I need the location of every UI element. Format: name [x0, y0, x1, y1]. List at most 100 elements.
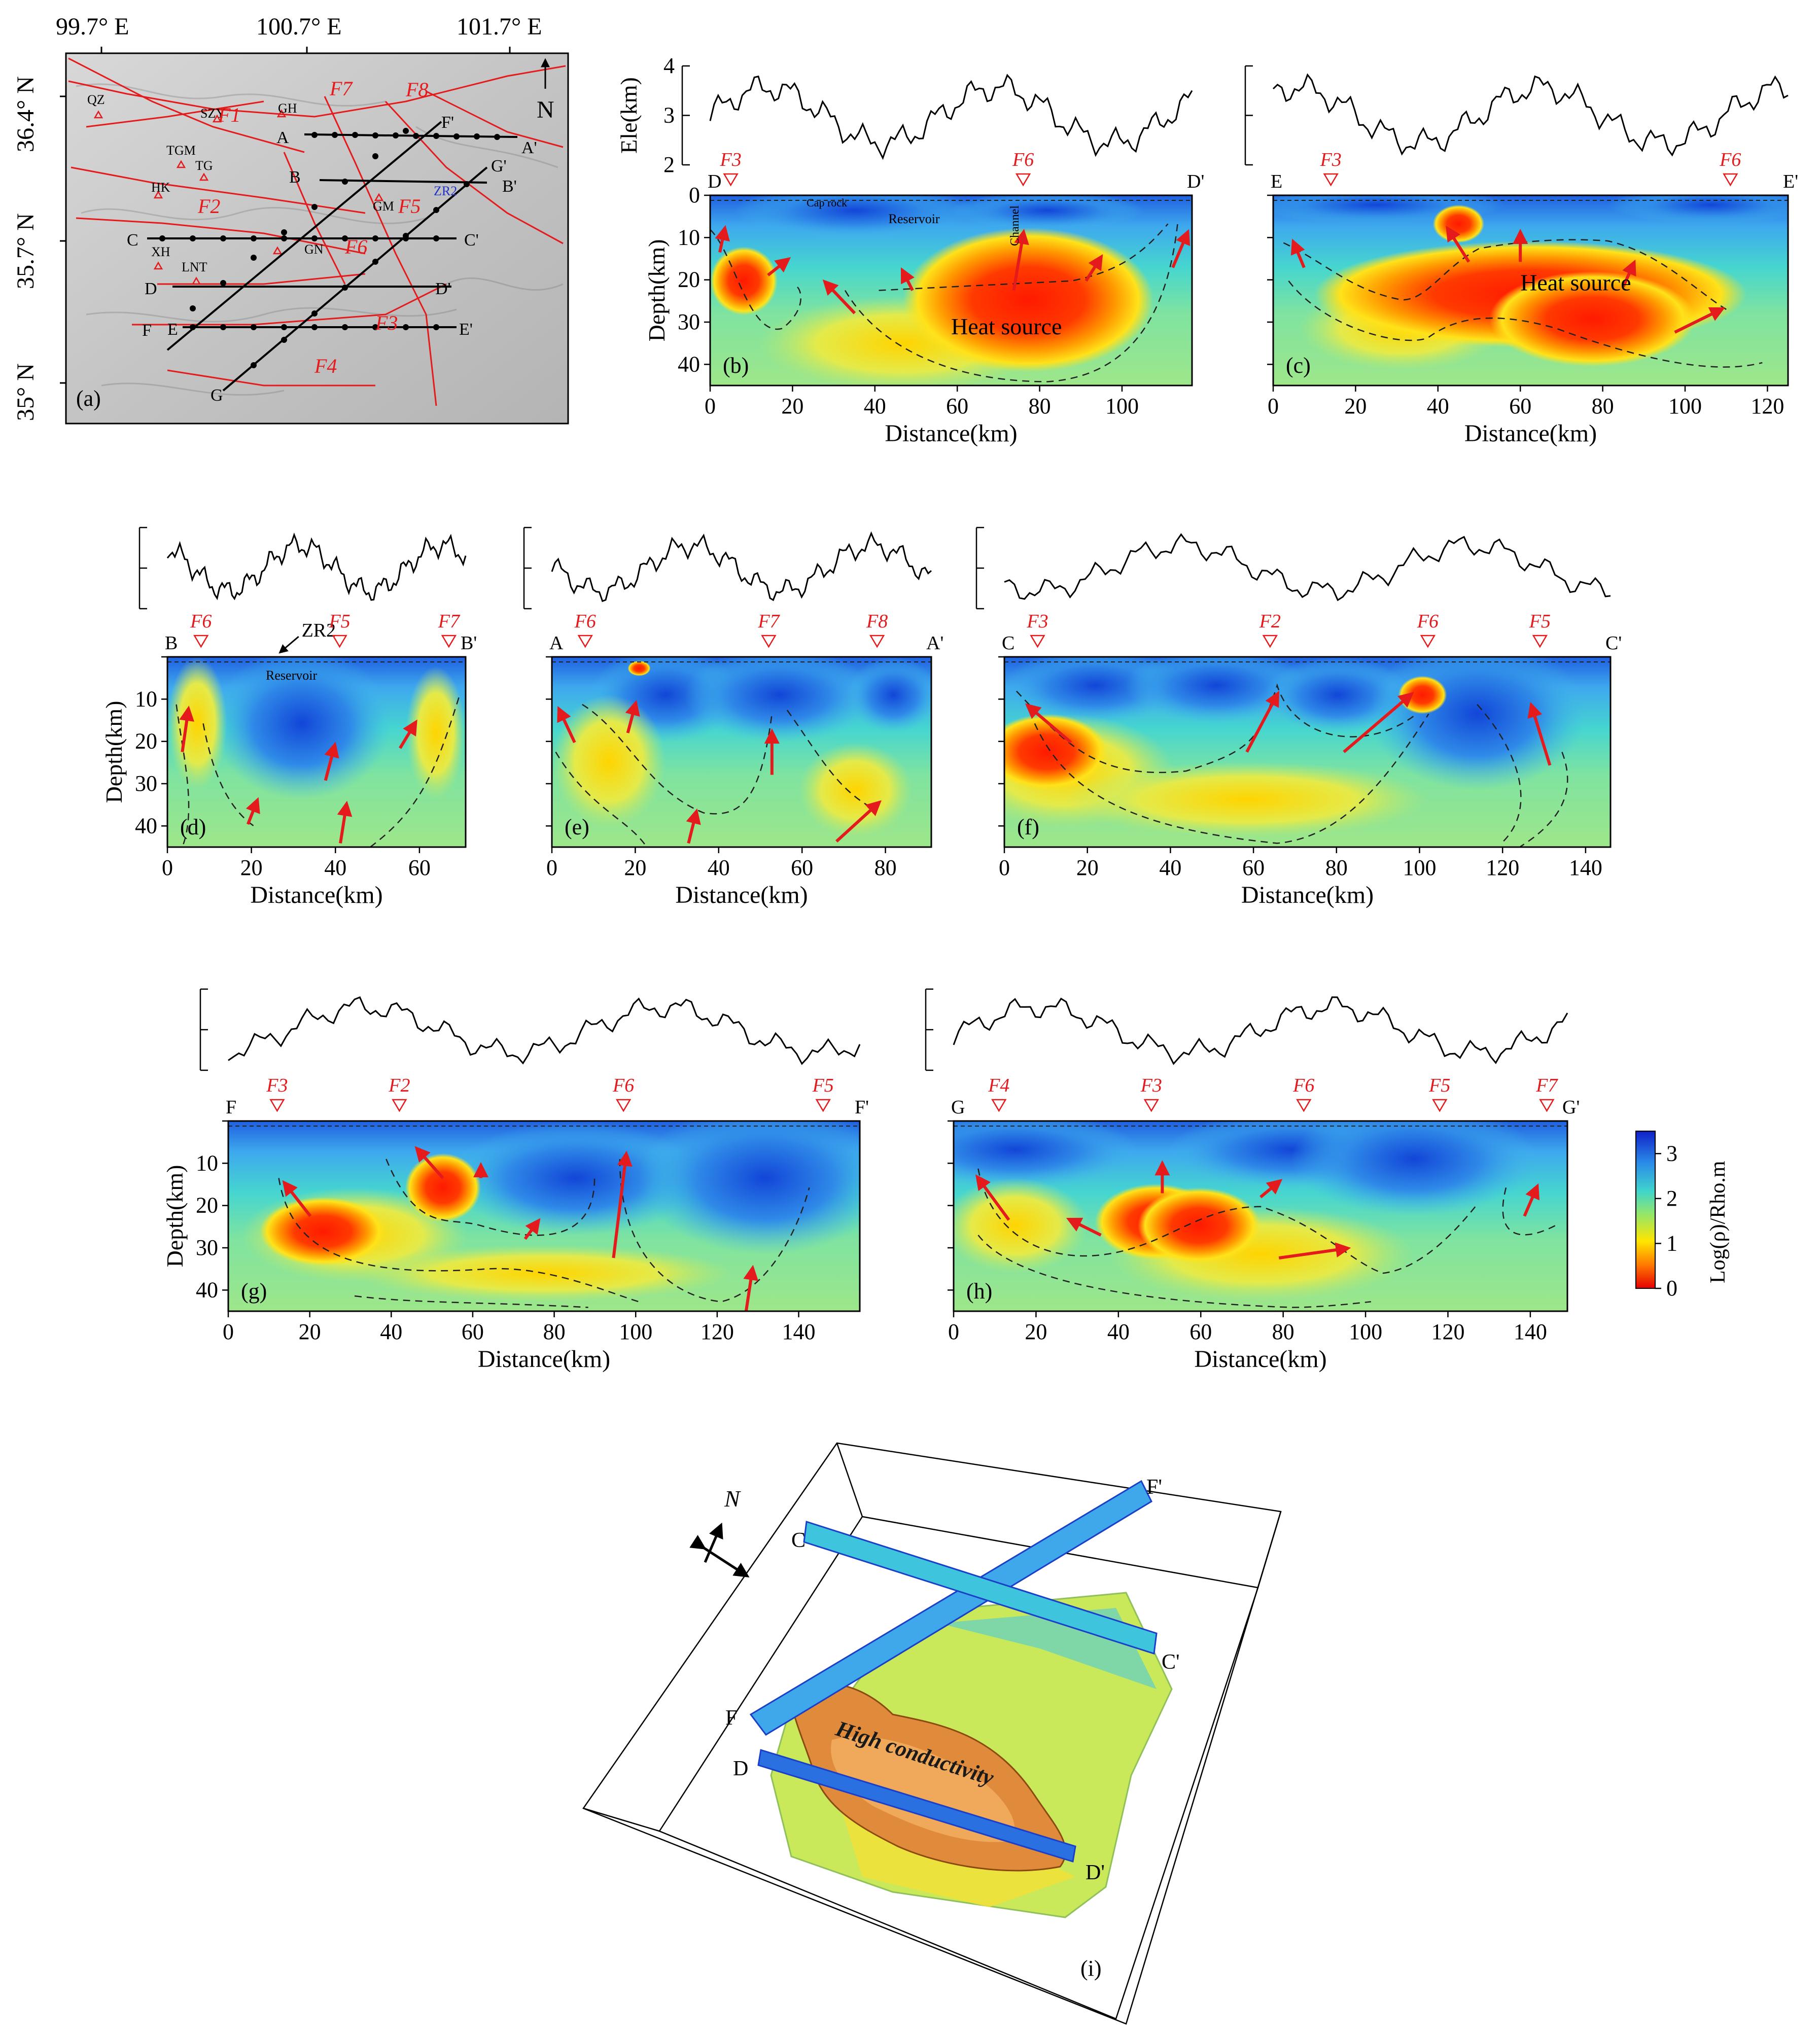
fault-marker	[1015, 173, 1031, 187]
heat-flow-arrow	[1446, 225, 1471, 263]
boundary-dashed-line	[710, 223, 1178, 382]
colorbar-label: Log(ρ)/Rho.m	[1706, 1161, 1730, 1283]
heat-flow-arrow	[715, 225, 730, 253]
boundary-dashed-line	[1283, 239, 1763, 368]
fault-marker	[869, 635, 885, 648]
panel-label: (c)	[1286, 353, 1311, 378]
profile-start-label: F	[226, 1097, 236, 1118]
x-tick-label: 120	[1751, 394, 1784, 418]
heat-flow-arrow	[767, 257, 791, 276]
low-resistivity-zone	[684, 657, 874, 743]
section-frame	[166, 656, 467, 848]
profile-end-label: B'	[502, 177, 517, 196]
lat-label: 36.4° N	[12, 76, 39, 152]
section-field	[710, 195, 1192, 385]
slice-c-c	[803, 1521, 1158, 1655]
model-north-label: N	[724, 1486, 741, 1512]
fault-label: F3	[719, 149, 741, 170]
fault-marker	[1143, 1099, 1159, 1112]
section-field	[167, 657, 466, 847]
section-frame	[1003, 656, 1612, 848]
fault-label: F6	[1719, 149, 1741, 170]
x-tick-label: 0	[1268, 394, 1279, 418]
fault-label: F5	[1428, 1075, 1450, 1096]
y-tick-label: 10	[196, 1150, 218, 1175]
warm-zone	[552, 695, 666, 828]
profile-end-label: G'	[491, 157, 507, 176]
heat-flow-arrow	[1674, 307, 1726, 334]
x-tick-label: 40	[708, 855, 730, 880]
map-profile-labels: A A' B B' C C' D D' E E' F F' G G'	[127, 113, 537, 405]
x-tick-label: 0	[223, 1319, 234, 1344]
y-tick-label: 30	[678, 309, 700, 334]
heat-flow-arrow	[179, 706, 195, 752]
section-panel-d: Reservoir ZR2 0 20 40 60 Distance(km) 10 20 30 40 D…	[101, 527, 477, 908]
x-tick-label: 20	[781, 394, 803, 418]
profile-end-label: F'	[441, 113, 454, 132]
fault-label: F5	[398, 195, 421, 218]
fault-label: F3	[1026, 611, 1048, 632]
fault-label: F3	[1320, 149, 1342, 170]
boundary-dashed-line	[278, 1159, 810, 1308]
model-label-d-prime: D'	[1086, 1861, 1105, 1884]
x-tick-label: 80	[1272, 1319, 1294, 1344]
x-axis-label: Distance(km)	[675, 882, 808, 908]
fault-marker	[1539, 1099, 1555, 1112]
elevation-profile	[523, 527, 932, 610]
boundary-dashed-line	[555, 704, 875, 847]
section-field	[954, 1121, 1567, 1308]
heat-source-zone	[1398, 676, 1447, 714]
profile-end-label: C'	[464, 231, 479, 250]
lon-label: 99.7° E	[56, 13, 129, 40]
fault-label: F3	[1140, 1075, 1162, 1096]
x-tick-label: 80	[874, 855, 897, 880]
fault-label: F4	[988, 1075, 1009, 1096]
profile-end-label: E'	[459, 320, 473, 339]
low-resistivity-zone	[1368, 657, 1587, 790]
colorbar-tick-label: 1	[1666, 1231, 1677, 1255]
fault-label: F7	[329, 77, 353, 100]
heat-flow-arrow	[1171, 229, 1191, 268]
fault-label: F2	[1259, 611, 1281, 632]
fault-marker	[815, 1099, 831, 1112]
station-label: LNT	[182, 260, 207, 274]
model-label-d: D	[733, 1757, 748, 1780]
heat-flow-arrow	[337, 800, 353, 844]
section-annotation: Heat source	[1520, 270, 1631, 296]
x-tick-label: 120	[701, 1319, 734, 1344]
elevation-line	[953, 996, 1568, 1065]
y-tick-label: 10	[678, 225, 700, 250]
elevation-profile: 2 3 4 Ele(km)	[616, 53, 1193, 177]
section-panel-e: 0 20 40 60 80 Distance(km) (e) A A' F6 F7 F8	[523, 527, 943, 908]
fault-label: F7	[1535, 1075, 1558, 1096]
x-axis-label: Distance(km)	[478, 1346, 610, 1373]
fault-label: F8	[405, 78, 428, 101]
heat-flow-arrow	[612, 1150, 633, 1258]
fault-label: F6	[1292, 1075, 1314, 1096]
low-resistivity-zone	[449, 1121, 702, 1235]
colorbar-tick-label: 2	[1666, 1186, 1677, 1211]
low-resistivity-zone	[1291, 1121, 1537, 1216]
y-tick-label: 10	[135, 686, 157, 711]
x-axis-label: Distance(km)	[885, 420, 1017, 447]
section-annotation: Channel	[1008, 205, 1022, 246]
fault-marker	[441, 635, 457, 648]
low-resistivity-zone	[848, 657, 931, 733]
section-panel-g: 0 20 40 60 80 100 120 140 Distance(km) 10 20 30 40 De…	[162, 988, 869, 1373]
warm-zone	[167, 657, 227, 790]
x-axis-label: Distance(km)	[1241, 882, 1374, 908]
fault-marker	[1296, 1099, 1312, 1112]
fault-marker	[1323, 173, 1339, 187]
model-north-arrow: N	[689, 1486, 750, 1578]
x-tick-label: 60	[1242, 855, 1265, 880]
profile-end-label: C'	[1605, 633, 1622, 654]
fault-marker	[392, 1099, 407, 1112]
heat-flow-arrow	[1066, 1217, 1102, 1237]
panel-label: (e)	[565, 815, 589, 839]
y-tick-label: 30	[196, 1235, 218, 1260]
heat-flow-arrow	[1278, 1242, 1351, 1259]
elevation-profile	[138, 527, 467, 610]
section-field	[228, 1121, 860, 1311]
heat-flow-arrow	[324, 742, 339, 781]
